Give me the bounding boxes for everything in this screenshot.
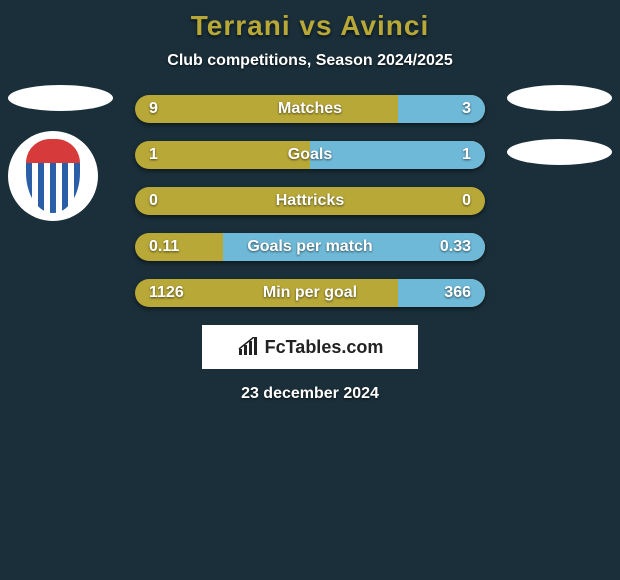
left-club-badges: [8, 85, 113, 221]
left-ellipse-badge: [8, 85, 113, 111]
stat-label: Min per goal: [135, 279, 485, 307]
stat-row-goals: 1 Goals 1: [135, 141, 485, 169]
shield-icon: [26, 139, 80, 213]
brand-box[interactable]: FcTables.com: [202, 325, 418, 369]
subtitle: Club competitions, Season 2024/2025: [0, 52, 620, 70]
stat-row-matches: 9 Matches 3: [135, 95, 485, 123]
left-club-logo: [8, 131, 98, 221]
stat-right-value: 1: [462, 141, 471, 169]
right-club-badges: [507, 85, 612, 193]
bar-chart-icon: [237, 337, 259, 357]
stat-right-value: 3: [462, 95, 471, 123]
stat-right-value: 366: [444, 279, 471, 307]
stat-label: Matches: [135, 95, 485, 123]
brand-text: FcTables.com: [265, 337, 384, 358]
stat-row-min-per-goal: 1126 Min per goal 366: [135, 279, 485, 307]
stat-label: Hattricks: [135, 187, 485, 215]
right-ellipse-badge-1: [507, 85, 612, 111]
stat-row-goals-per-match: 0.11 Goals per match 0.33: [135, 233, 485, 261]
stat-right-value: 0.33: [440, 233, 471, 261]
stat-label: Goals: [135, 141, 485, 169]
stat-bars: 9 Matches 3 1 Goals 1 0 Hattricks 0 0.11…: [135, 95, 485, 307]
date-text: 23 december 2024: [0, 385, 620, 403]
right-ellipse-badge-2: [507, 139, 612, 165]
stat-right-value: 0: [462, 187, 471, 215]
stat-label: Goals per match: [135, 233, 485, 261]
stats-area: 9 Matches 3 1 Goals 1 0 Hattricks 0 0.11…: [0, 95, 620, 403]
stat-row-hattricks: 0 Hattricks 0: [135, 187, 485, 215]
page-title: Terrani vs Avinci: [0, 10, 620, 42]
infographic-container: Terrani vs Avinci Club competitions, Sea…: [0, 0, 620, 403]
